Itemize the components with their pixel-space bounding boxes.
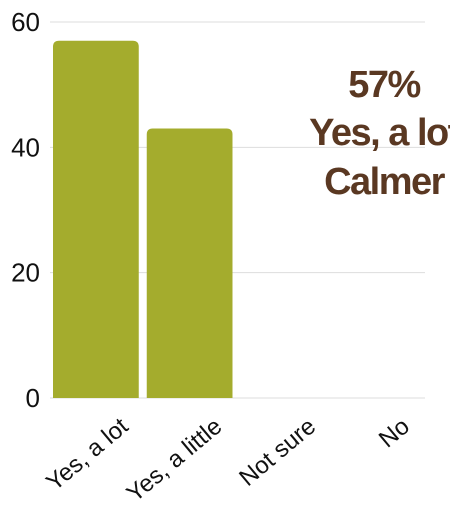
bar-0 (53, 40, 139, 399)
y-tick-label: 0 (26, 383, 40, 413)
y-axis-ticks: 0 20 40 60 (11, 7, 40, 413)
x-category-label: No (374, 413, 415, 453)
x-category-label: Not sure (234, 413, 321, 492)
x-category-label: Yes, a little (122, 413, 228, 508)
annotation-line-2: Yes, a lot (309, 112, 450, 154)
bars (53, 40, 233, 399)
x-category-label: Yes, a lot (41, 413, 134, 497)
bar-1 (146, 128, 233, 399)
annotation-line-1: 57% (348, 64, 420, 106)
y-tick-label: 20 (11, 258, 40, 288)
y-tick-label: 40 (11, 132, 40, 162)
annotation-line-3: Calmer (324, 161, 446, 203)
y-tick-label: 60 (11, 7, 40, 37)
annotation: 57% Yes, a lot Calmer (309, 64, 450, 203)
